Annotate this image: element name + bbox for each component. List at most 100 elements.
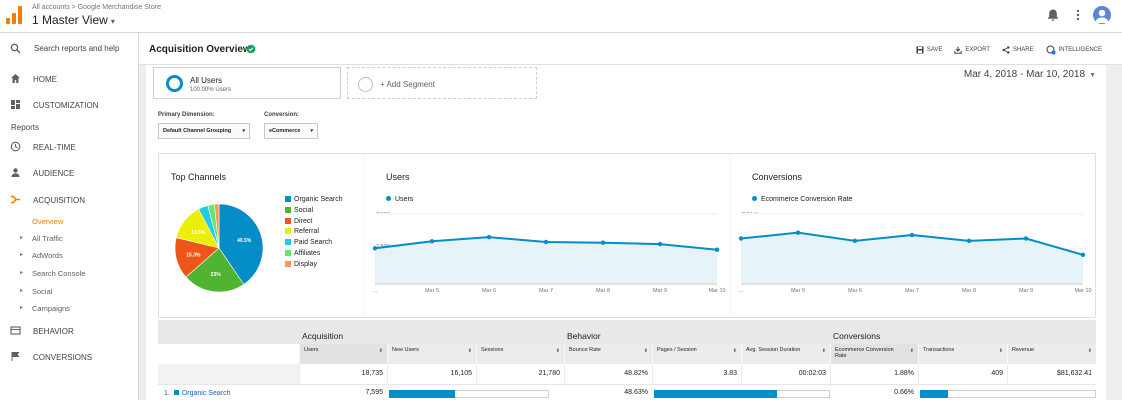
column-header[interactable]: Pages / Session ⬍ [652,344,741,364]
sidebar-item-behavior[interactable]: BEHAVIOR [0,319,138,343]
users-series-legend: Users [386,196,413,203]
subitem-label: Overview [32,217,64,226]
account-breadcrumb[interactable]: All accounts > Google Merchandise Store [32,4,161,11]
total-cell: 3.83 [652,364,741,384]
data-point[interactable] [966,238,972,244]
x-tick-label: Mar 5 [425,288,439,294]
verified-check-icon [246,44,256,54]
column-header[interactable]: Avg. Session Duration ⬍ [741,344,830,364]
save-button[interactable]: SAVE [916,45,942,55]
intelligence-button[interactable]: INTELLIGENCE [1046,45,1102,55]
legend-swatch [285,206,291,213]
chevron-down-icon: ▾ [242,128,245,134]
sidebar-subitem-adwords[interactable]: ▸ AdWords [0,247,138,263]
data-point[interactable] [600,240,606,245]
x-tick-label: Mar 8 [596,288,610,294]
avatar[interactable] [1093,6,1111,24]
pie-slice[interactable] [218,203,264,285]
column-header[interactable]: Bounce Rate ⬍ [564,344,652,364]
sidebar-item-customization[interactable]: CUSTOMIZATION [0,93,138,117]
search-reports[interactable]: Search reports and help [0,33,138,65]
sidebar-subitem-campaigns[interactable]: ▸ Campaigns [0,300,138,316]
legend-swatch [285,250,291,256]
sort-icon: ⬍ [555,348,560,354]
series-dot-icon [752,196,757,201]
sidebar-item-label: AUDIENCE [33,169,75,178]
home-icon [11,74,20,83]
segment-all-users[interactable]: All Users 100.00% Users [153,67,341,99]
x-tick-label: Mar 7 [539,288,553,294]
group-conversions: Conversions [833,331,881,341]
expand-arrow-icon: ▸ [20,305,24,311]
search-icon [10,43,21,54]
data-point[interactable] [486,234,492,240]
column-header[interactable]: Revenue ⬍ [1007,344,1096,364]
chevron-down-icon: ▾ [310,128,313,134]
data-point[interactable] [795,230,801,235]
sidebar-item-realtime[interactable]: REAL-TIME [0,135,138,159]
legend-item: Direct [285,217,312,225]
sidebar-item-conversions[interactable]: CONVERSIONS [0,345,138,369]
pie-slice-label: 15.3% [186,252,201,258]
data-point[interactable] [543,239,549,245]
expand-arrow-icon: ▸ [20,270,24,276]
column-header[interactable]: New Users ⬍ [387,344,476,364]
data-point[interactable] [657,241,663,247]
sidebar-subitem-social[interactable]: ▸ Social [0,283,138,299]
expand-arrow-icon: ▸ [20,288,24,294]
bell-icon[interactable] [1046,8,1060,22]
data-point[interactable] [852,238,858,244]
date-range-value: Mar 4, 2018 - Mar 10, 2018 [963,69,1086,80]
sort-icon: ⬍ [821,348,826,354]
column-header-label: Revenue [1012,347,1035,353]
analytics-logo-icon[interactable] [6,6,22,24]
segment-percent: 100.00% Users [190,87,232,93]
group-acquisition: Acquisition [302,331,344,341]
conversion-select[interactable]: eCommerce ▾ [264,123,318,139]
x-tick-label: ... [739,288,744,294]
data-point[interactable] [738,236,744,241]
data-point[interactable] [1023,236,1029,241]
pie-slice[interactable] [185,247,245,293]
sidebar-item-home[interactable]: HOME [0,67,138,91]
share-bar [654,390,778,398]
sidebar-subitem-search-console[interactable]: ▸ Search Console [0,265,138,281]
column-header[interactable]: Ecommerce Conversion Rate ⬍ [830,344,918,364]
export-button[interactable]: EXPORT [954,45,990,55]
channels-table: Acquisition Behavior Conversions Users ⬍ N… [158,320,1096,400]
data-point[interactable] [372,246,378,251]
sidebar-subitem-overview[interactable]: Overview [0,213,138,229]
add-segment-label: + Add Segment [380,80,435,89]
x-tick-label: Mar 7 [905,288,919,294]
data-point[interactable] [909,232,915,238]
primary-dimension-value: Default Channel Grouping [163,128,232,134]
data-point[interactable] [714,247,720,252]
more-vert-icon[interactable] [1073,8,1083,22]
top-channels-pie-chart[interactable]: 40.5% 23% 15.3% 13.5% [169,198,269,298]
data-point[interactable] [429,239,435,244]
date-range-picker[interactable]: Mar 4, 2018 - Mar 10, 2018 ▼ [964,69,1096,80]
group-behavior: Behavior [567,331,601,341]
column-header[interactable]: Sessions ⬍ [476,344,564,364]
column-header[interactable]: Users ⬍ [299,344,387,364]
column-header[interactable]: Transactions ⬍ [918,344,1007,364]
primary-dimension-select[interactable]: Default Channel Grouping ▾ [158,123,250,139]
acquisition-icon [11,195,20,204]
x-tick-label: ... [373,288,378,294]
sidebar-item-label: ACQUISITION [33,196,86,205]
view-selector[interactable]: 1 Master View ▾ [32,13,115,27]
legend-label: Social [294,206,314,214]
pie-slice[interactable] [213,203,220,249]
sidebar-subitem-all-traffic[interactable]: ▸ All Traffic [0,230,138,246]
sidebar-item-audience[interactable]: AUDIENCE [0,161,138,185]
conversions-series-name: Ecommerce Conversion Rate [761,196,853,203]
sort-icon: ⬍ [467,348,472,354]
conversion-label: Conversion: [264,112,300,118]
data-point[interactable] [1080,252,1086,258]
sidebar-item-acquisition[interactable]: ACQUISITION [0,188,138,212]
share-button[interactable]: SHARE [1002,45,1034,55]
row-channel-link[interactable]: 1. Organic Search [164,390,230,397]
add-segment-button[interactable]: + Add Segment [347,67,537,99]
